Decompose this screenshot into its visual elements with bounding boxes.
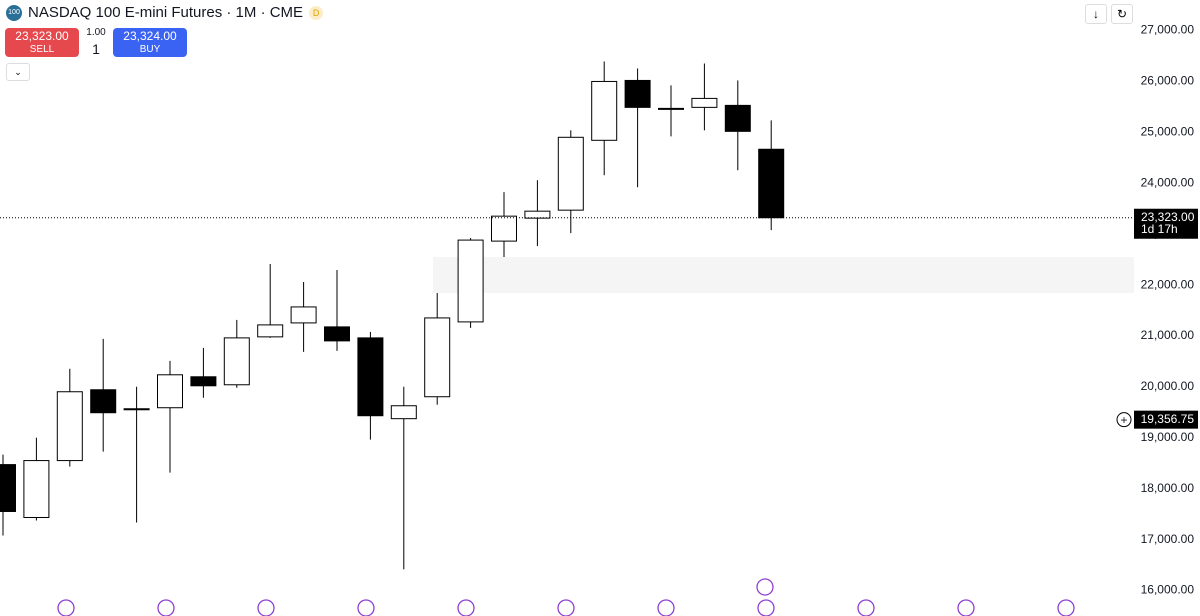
candle-body xyxy=(157,374,183,409)
candle-body xyxy=(190,376,217,387)
y-tick-label: 25,000.00 xyxy=(1141,125,1195,139)
y-tick-label: 24,000.00 xyxy=(1141,175,1195,189)
title: NASDAQ 100 E-mini Futures · 1M · CME xyxy=(28,4,304,21)
download-button[interactable]: ↓ xyxy=(1085,4,1107,24)
y-tick-label: 22,000.00 xyxy=(1141,277,1195,291)
sell-price: 23,323.00 xyxy=(15,28,69,43)
candle-body xyxy=(290,306,317,324)
candle-body xyxy=(324,326,350,342)
y-tick-label: 19,000.00 xyxy=(1141,430,1195,444)
candle-body xyxy=(591,80,618,141)
candle-body xyxy=(357,337,384,417)
header: 100 NASDAQ 100 E-mini Futures · 1M · CME… xyxy=(6,4,324,21)
candle-body xyxy=(56,391,83,462)
crosshair-box xyxy=(1134,410,1198,429)
candle-body xyxy=(724,104,751,132)
trade-panel: 23,323.00 SELL 1.00 1 23,324.00 BUY xyxy=(5,27,187,57)
candle-body xyxy=(524,210,551,219)
add-icon xyxy=(1116,412,1132,428)
candle-body xyxy=(658,107,684,110)
candle-body xyxy=(424,317,451,398)
sell-label: SELL xyxy=(29,43,55,55)
add-icon-plus: + xyxy=(1120,413,1127,427)
event-icons xyxy=(57,578,1075,616)
candle-body xyxy=(23,460,50,518)
buy-price: 23,324.00 xyxy=(123,28,177,43)
refresh-button[interactable]: ↻ xyxy=(1111,4,1133,24)
candle-body xyxy=(257,324,284,338)
quantity[interactable]: 1.00 1 xyxy=(85,27,107,57)
candle-body xyxy=(457,239,484,323)
sell-button[interactable]: 23,323.00 SELL xyxy=(5,27,79,57)
crosshair-label: 19,356.75 xyxy=(1141,412,1195,426)
y-tick-label: 27,000.00 xyxy=(1141,23,1195,37)
y-tick-label: 21,000.00 xyxy=(1141,328,1195,342)
y-tick-label: 18,000.00 xyxy=(1141,481,1195,495)
candle-body xyxy=(624,79,651,108)
candle-body xyxy=(123,408,150,411)
countdown: 1d 17h xyxy=(1141,222,1178,236)
qty: 1 xyxy=(92,41,100,57)
last-price-box xyxy=(1134,208,1198,239)
candle-body xyxy=(691,97,718,108)
y-tick-label: 17,000.00 xyxy=(1141,532,1195,546)
badge: D xyxy=(309,5,324,20)
buy-button[interactable]: 23,324.00 BUY xyxy=(113,27,187,57)
candle-body xyxy=(491,215,517,242)
y-tick-label: 20,000.00 xyxy=(1141,379,1195,393)
last-price-label: 23,323.00 xyxy=(1141,210,1195,224)
candle-body xyxy=(223,337,250,386)
symbol-badge: 100 xyxy=(6,4,22,21)
candle-body xyxy=(90,389,117,414)
candle-body xyxy=(758,148,785,219)
candle-body xyxy=(0,464,16,512)
buy-label: BUY xyxy=(139,43,161,55)
collapse-button[interactable]: ⌄ xyxy=(6,63,30,81)
zone xyxy=(433,257,1134,293)
y-tick-label: 16,000.00 xyxy=(1141,583,1195,597)
candle-body xyxy=(390,405,417,420)
toolbar: ↓ ↻ xyxy=(1085,4,1133,24)
candle-body xyxy=(557,136,584,211)
y-tick-label: 26,000.00 xyxy=(1141,74,1195,88)
qty-step: 1.00 xyxy=(86,27,106,38)
